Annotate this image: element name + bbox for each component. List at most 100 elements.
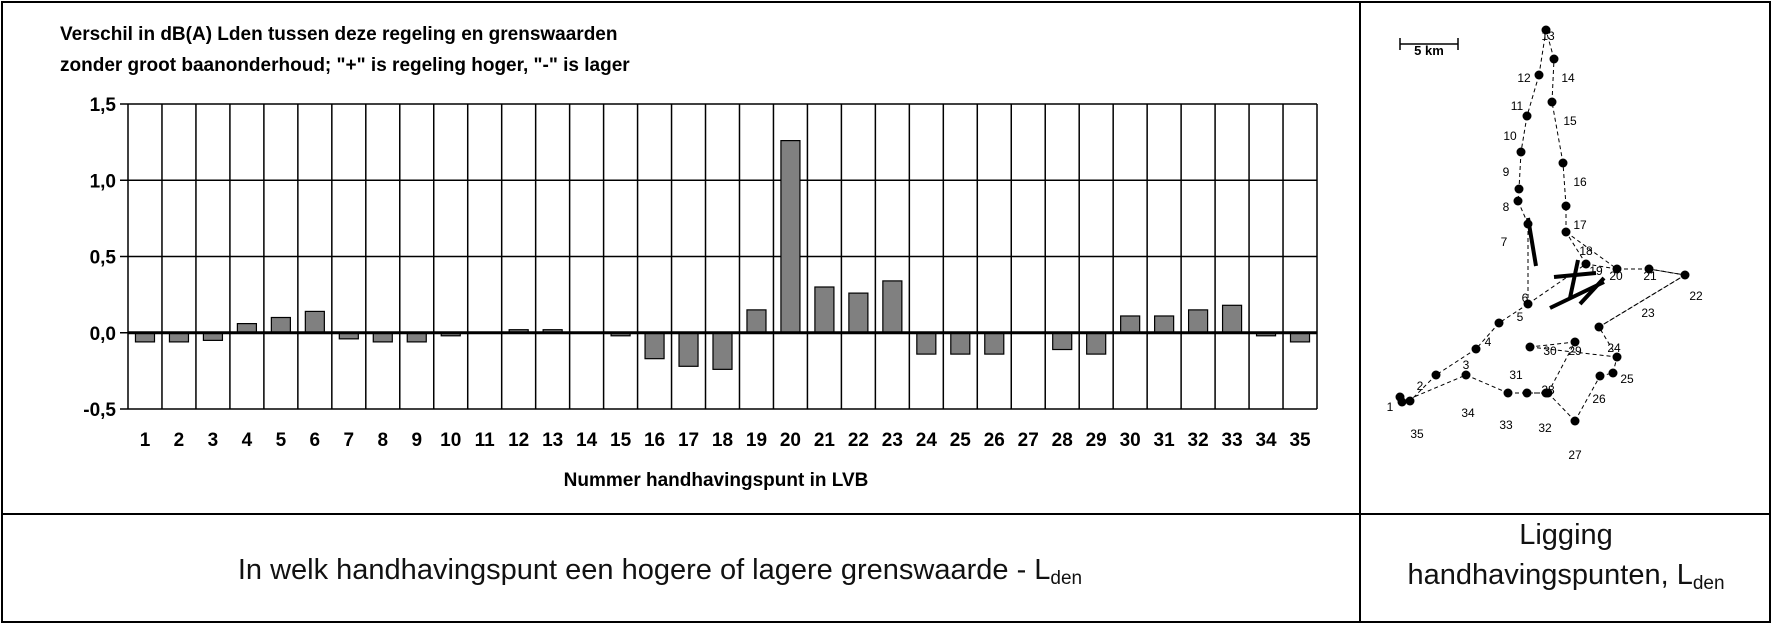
map-point-19 xyxy=(1581,259,1591,269)
map-point-label: 10 xyxy=(1503,129,1517,143)
bar-25 xyxy=(950,332,971,355)
x-tick-label: 17 xyxy=(678,430,699,451)
map-point-label: 30 xyxy=(1543,344,1557,358)
bar-24 xyxy=(916,332,937,355)
bar-19 xyxy=(746,309,767,334)
map-point-3 xyxy=(1431,370,1441,380)
map-point-5 xyxy=(1494,318,1504,328)
map-point-label: 27 xyxy=(1568,448,1582,462)
x-tick-label: 26 xyxy=(984,430,1005,451)
x-tick-label: 9 xyxy=(411,430,422,451)
x-tick-label: 16 xyxy=(644,430,665,451)
x-tick-label: 15 xyxy=(610,430,632,451)
y-axis-ticks: -0,5 0,0 0,5 1,0 1,5 xyxy=(83,95,116,421)
map-point-label: 12 xyxy=(1517,71,1531,85)
x-axis-ticks: 1 2 3 4 5 6 7 8 9 10 11 12 13 14 15 16 17 18 19 20 21 22 23 24 2… xyxy=(140,430,1311,451)
map-point-13 xyxy=(1541,25,1551,35)
map-point-label: 33 xyxy=(1499,418,1513,432)
x-tick-label: 11 xyxy=(475,430,496,451)
x-tick-label: 1 xyxy=(140,430,151,451)
bar-chart: Verschil in dB(A) Lden tussen deze regel… xyxy=(60,24,1318,491)
bar-16 xyxy=(644,332,665,360)
bar-29 xyxy=(1086,332,1107,355)
map-point-label: 4 xyxy=(1485,335,1492,349)
chart-caption: In welk handhavingspunt een hogere of la… xyxy=(238,554,1082,589)
x-tick-label: 14 xyxy=(576,430,598,451)
x-tick-label: 31 xyxy=(1154,430,1176,451)
map-line xyxy=(1598,326,1618,358)
map-line xyxy=(1401,374,1467,403)
map-scale-label: 5 km xyxy=(1414,43,1444,58)
map-point-10 xyxy=(1516,147,1526,157)
x-tick-label: 24 xyxy=(916,430,938,451)
x-tick-label: 20 xyxy=(780,430,801,451)
map-point-17 xyxy=(1561,201,1571,211)
x-tick-label: 33 xyxy=(1222,430,1243,451)
x-tick-label: 13 xyxy=(542,430,563,451)
y-tick-label: 0,5 xyxy=(90,248,117,269)
map-line xyxy=(1520,115,1528,153)
bar-23 xyxy=(882,280,903,334)
x-tick-label: 34 xyxy=(1255,430,1277,451)
map-point-label: 11 xyxy=(1511,99,1524,113)
map-line xyxy=(1518,151,1522,190)
bar-20 xyxy=(780,140,801,334)
map-point-label: 20 xyxy=(1609,269,1623,283)
map-line xyxy=(1551,58,1555,103)
x-tick-label: 6 xyxy=(310,430,321,451)
map-point-16 xyxy=(1558,158,1568,168)
chart-title-line-1: Verschil in dB(A) Lden tussen deze regel… xyxy=(60,24,617,45)
bar-26 xyxy=(984,332,1005,355)
map-caption-line-1: Ligging xyxy=(1519,519,1613,551)
map-point-label: 23 xyxy=(1641,306,1655,320)
x-tick-label: 21 xyxy=(814,430,836,451)
chart-title-line-2: zonder groot baanonderhoud; "+" is regel… xyxy=(60,55,630,76)
chart-grid xyxy=(120,103,1318,410)
map-point-35 xyxy=(1397,397,1407,407)
bar-21 xyxy=(814,286,835,334)
map-line xyxy=(1529,346,1618,358)
map-point-30 xyxy=(1525,342,1535,352)
x-tick-label: 23 xyxy=(882,430,903,451)
map-point-label: 34 xyxy=(1461,406,1475,420)
map-line xyxy=(1465,374,1509,394)
chart-caption-sub: den xyxy=(1050,568,1082,589)
map-line xyxy=(1498,303,1529,324)
x-tick-label: 27 xyxy=(1018,430,1039,451)
x-tick-label: 29 xyxy=(1086,430,1107,451)
map-point-label: 13 xyxy=(1541,29,1555,43)
map-point-label: 24 xyxy=(1607,341,1621,355)
map-point-14 xyxy=(1549,54,1559,64)
y-tick-label: -0,5 xyxy=(83,400,116,421)
map-point-4 xyxy=(1471,344,1481,354)
map-line xyxy=(1598,274,1686,328)
map-point-label: 14 xyxy=(1561,71,1575,85)
x-tick-label: 28 xyxy=(1052,430,1073,451)
map-point-label: 22 xyxy=(1689,289,1703,303)
bar-22 xyxy=(848,292,869,334)
map-point-9 xyxy=(1514,184,1524,194)
x-tick-label: 32 xyxy=(1188,430,1209,451)
x-tick-label: 4 xyxy=(242,430,253,451)
map-point-22 xyxy=(1680,270,1690,280)
x-tick-label: 35 xyxy=(1289,430,1311,451)
map-point-label: 19 xyxy=(1589,264,1603,278)
map-line xyxy=(1574,375,1601,422)
x-tick-label: 8 xyxy=(377,430,388,451)
map-point-label: 7 xyxy=(1501,235,1508,249)
map-point-27 xyxy=(1570,416,1580,426)
map-point-label: 9 xyxy=(1503,165,1510,179)
y-tick-label: 1,0 xyxy=(90,171,116,192)
bar-17 xyxy=(678,332,699,367)
chart-caption-main: In welk handhavingspunt een hogere of la… xyxy=(238,554,1051,586)
map-line xyxy=(1547,341,1576,394)
map-point-23 xyxy=(1594,322,1604,332)
map-line xyxy=(1565,231,1587,265)
map-line xyxy=(1551,101,1564,164)
bar-30 xyxy=(1120,315,1141,334)
bar-6 xyxy=(304,310,325,334)
x-tick-label: 3 xyxy=(208,430,219,451)
